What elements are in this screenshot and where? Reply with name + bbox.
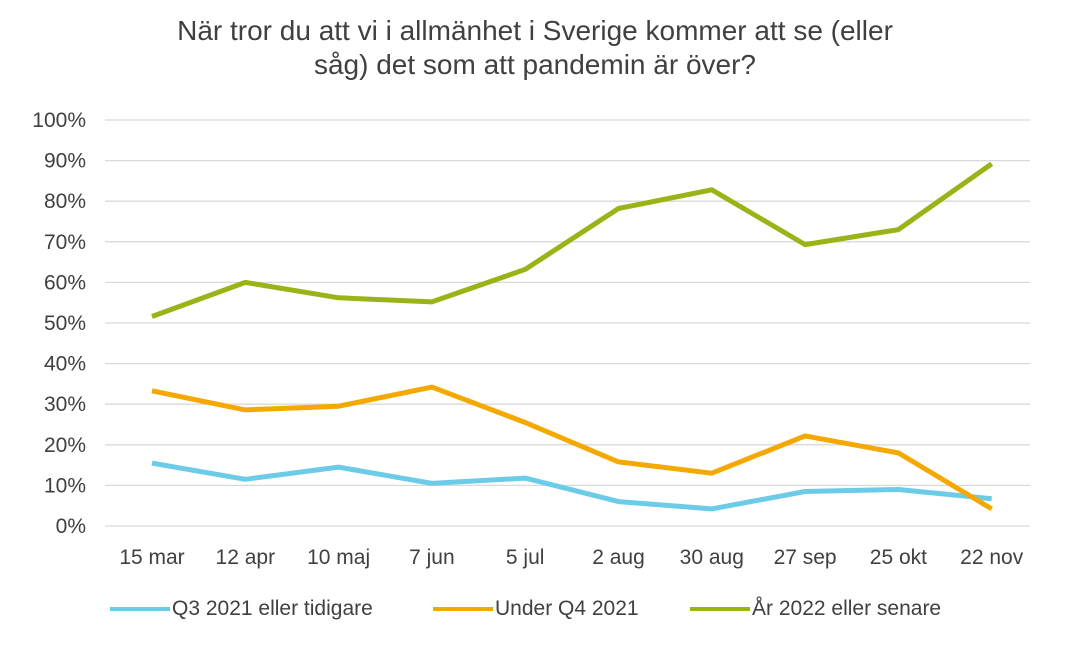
legend-label: Q3 2021 eller tidigare xyxy=(172,597,373,620)
legend-swatch xyxy=(433,607,493,611)
y-tick-label: 80% xyxy=(44,190,86,213)
legend-item-3: År 2022 eller senare xyxy=(690,594,941,624)
series-line-1 xyxy=(151,460,992,512)
legend-item-2: Under Q4 2021 xyxy=(433,594,639,624)
x-tick-label: 15 mar xyxy=(119,546,184,569)
chart-title-line-1: När tror du att vi i allmänhet i Sverige… xyxy=(177,15,893,46)
y-tick-label: 0% xyxy=(56,515,86,538)
x-tick-label: 22 nov xyxy=(960,546,1024,569)
y-tick-label: 90% xyxy=(44,150,86,173)
x-tick-label: 25 okt xyxy=(870,546,927,569)
y-tick-label: 10% xyxy=(44,474,86,497)
y-tick-label: 40% xyxy=(44,353,86,376)
legend-label: Under Q4 2021 xyxy=(495,597,639,620)
x-tick-label: 27 sep xyxy=(774,546,837,569)
y-tick-label: 50% xyxy=(44,312,86,335)
series-line-2 xyxy=(151,384,993,512)
legend-swatch xyxy=(690,607,750,611)
x-tick-label: 10 maj xyxy=(307,546,370,569)
y-tick-label: 60% xyxy=(44,271,86,294)
chart-title-line-2: såg) det som att pandemin är över? xyxy=(313,49,756,80)
x-tick-label: 12 apr xyxy=(216,546,276,569)
y-tick-label: 20% xyxy=(44,434,86,457)
x-tick-label: 5 jul xyxy=(506,546,545,569)
legend-label: År 2022 eller senare xyxy=(752,597,942,620)
legend-item-1: Q3 2021 eller tidigare xyxy=(110,594,373,624)
series-line-3 xyxy=(151,161,994,319)
chart-title: När tror du att vi i allmänhet i Sverige… xyxy=(60,14,1010,82)
y-tick-label: 100% xyxy=(32,109,86,132)
chart-legend: Q3 2021 eller tidigare Under Q4 2021 År 20… xyxy=(0,594,1074,624)
y-tick-label: 30% xyxy=(44,393,86,416)
line-chart-plot: 0% 10% 20% 30% 40% 50% 60% 70% 80% 90% 100% 15 mar 1… xyxy=(32,109,1030,569)
x-tick-label: 7 jun xyxy=(409,546,455,569)
x-tick-label: 2 aug xyxy=(592,546,645,569)
y-tick-label: 70% xyxy=(44,231,86,254)
x-tick-label: 30 aug xyxy=(680,546,744,569)
legend-swatch xyxy=(110,607,170,611)
